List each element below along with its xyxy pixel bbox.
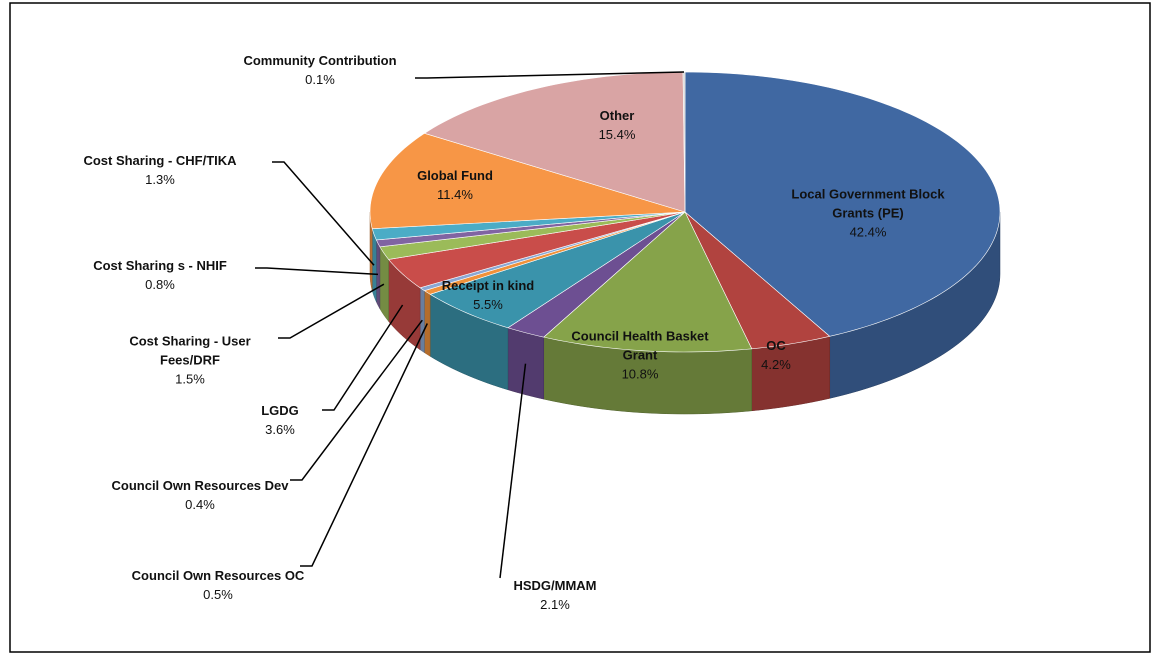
slice-value: 10.8% xyxy=(621,366,659,382)
slice-label: Council Health Basket Grant 10.8% xyxy=(570,327,710,384)
slice-name: HSDG/MMAM xyxy=(513,578,597,593)
leader-line xyxy=(300,323,428,567)
pie-slice xyxy=(429,211,686,329)
slice-name: Receipt in kind xyxy=(441,278,535,293)
slice-value: 4.2% xyxy=(761,357,791,372)
slice-name: Local Government Block Grants (PE) xyxy=(791,186,945,221)
slice-label: Global Fund 11.4% xyxy=(395,166,515,204)
pie-slice xyxy=(684,71,1001,337)
slice-value: 42.4% xyxy=(849,224,887,240)
leader-line xyxy=(499,363,527,579)
slice-value: 3.6% xyxy=(265,422,295,437)
slice-value: 0.8% xyxy=(145,277,175,292)
slice-value: 1.3% xyxy=(145,172,175,187)
slice-value: 11.4% xyxy=(437,187,473,202)
slice-value: 5.5% xyxy=(473,297,503,312)
leader-line xyxy=(290,319,423,481)
leader-line xyxy=(415,71,685,79)
slice-name: Council Health Basket Grant xyxy=(571,328,709,363)
slice-label: Community Contribution 0.1% xyxy=(205,51,435,89)
leader-line xyxy=(255,267,379,276)
slice-label: Cost Sharing - User Fees/DRF 1.5% xyxy=(105,332,275,389)
slice-label: Cost Sharing - CHF/TIKA 1.3% xyxy=(45,151,275,189)
slice-name: Cost Sharing s - NHIF xyxy=(93,258,227,273)
slice-value: 1.5% xyxy=(175,371,205,387)
slice-name: Community Contribution xyxy=(243,53,397,68)
slice-label: OC 4.2% xyxy=(746,336,806,374)
leader-line xyxy=(272,161,375,266)
slice-side xyxy=(507,327,545,400)
pie-slice xyxy=(388,211,686,289)
slice-label: Council Own Resources OC 0.5% xyxy=(88,566,348,604)
leader-line xyxy=(322,304,404,411)
slice-name: Cost Sharing - CHF/TIKA xyxy=(83,153,237,168)
slice-value: 15.4% xyxy=(598,127,636,142)
slice-name: Council Own Resources Dev xyxy=(111,478,289,493)
slice-label: LGDG 3.6% xyxy=(250,401,310,439)
slice-label: Council Own Resources Dev 0.4% xyxy=(105,476,295,514)
slice-name: Other xyxy=(599,108,635,123)
slice-value: 0.1% xyxy=(305,72,335,87)
pie-slice xyxy=(369,132,686,229)
pie-slice xyxy=(507,211,686,338)
leader-line xyxy=(278,283,385,339)
slice-name: Council Own Resources OC xyxy=(131,568,305,583)
slice-value: 2.1% xyxy=(540,597,570,612)
pie-slice xyxy=(543,211,753,353)
pie-slice xyxy=(684,211,831,350)
slice-label: Local Government Block Grants (PE) 42.4% xyxy=(773,185,963,242)
slice-label: Receipt in kind 5.5% xyxy=(413,276,563,314)
slice-name: OC xyxy=(766,338,786,353)
slice-name: LGDG xyxy=(261,403,299,418)
slice-value: 0.5% xyxy=(203,587,233,602)
frame xyxy=(9,2,1151,653)
slice-name: Global Fund xyxy=(417,168,493,183)
slice-name: Cost Sharing - User Fees/DRF xyxy=(129,333,251,368)
slice-label: HSDG/MMAM 2.1% xyxy=(480,576,630,614)
slice-value: 0.4% xyxy=(185,497,215,512)
slice-label: Other 15.4% xyxy=(567,106,667,144)
slice-label: Cost Sharing s - NHIF 0.8% xyxy=(60,256,260,294)
